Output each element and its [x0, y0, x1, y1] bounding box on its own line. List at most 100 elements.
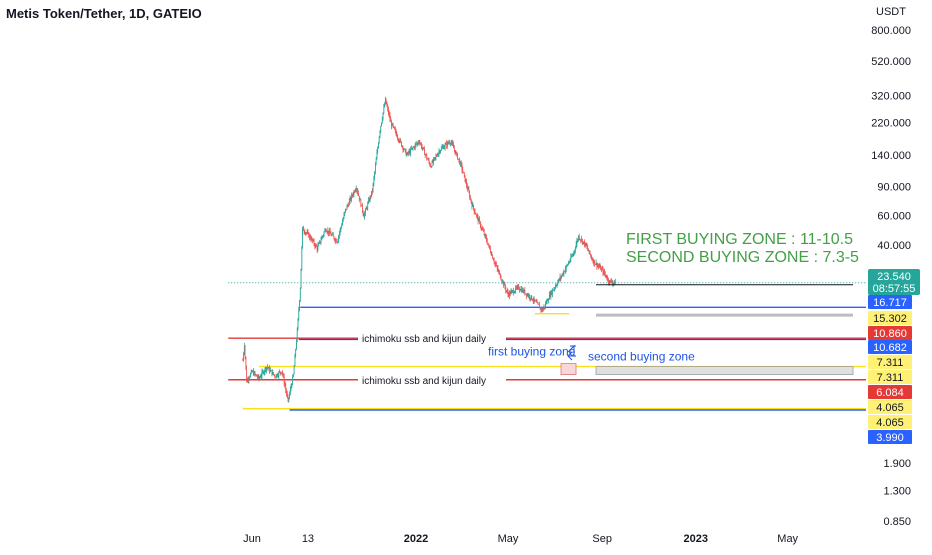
candle-body [437, 155, 438, 157]
candle-body [534, 298, 536, 301]
candle-body [278, 372, 280, 376]
candle-body [453, 148, 455, 151]
candle-body [522, 289, 524, 293]
candle-body [417, 142, 419, 144]
candle-body [384, 104, 385, 108]
candle-body [565, 268, 566, 272]
candle-body [598, 265, 599, 267]
label-bg [358, 373, 506, 386]
y-tick-label: 90.000 [877, 182, 911, 194]
price-badge-label: 3.990 [876, 432, 904, 444]
candle-body [469, 192, 470, 198]
candle-body [373, 177, 375, 184]
price-badge-label: 4.065 [876, 402, 904, 414]
candle-body [258, 375, 260, 379]
candle-body [301, 247, 303, 269]
candle-body [499, 271, 500, 274]
candle-body [519, 288, 520, 290]
candle-body [279, 371, 280, 373]
candle-body [529, 297, 531, 299]
candle-body [510, 291, 512, 295]
candle-body [436, 155, 438, 157]
candle-body [339, 232, 340, 236]
candle-body [447, 142, 449, 144]
candle-body [318, 243, 320, 246]
candle-body [607, 278, 608, 280]
candle-body [604, 271, 605, 274]
candle-body [444, 144, 446, 148]
candle-body [611, 280, 612, 283]
candle-body [603, 271, 605, 274]
candle-body [329, 230, 331, 234]
candle-body [502, 281, 503, 282]
candle-body [299, 288, 301, 301]
candle-body [548, 294, 550, 300]
candle-body [601, 268, 602, 271]
candle-body [457, 158, 459, 160]
ichimoku-label-lower: ichimoku ssb and kijun daily [362, 376, 486, 387]
candle-body [614, 280, 616, 285]
candle-body [558, 279, 559, 282]
candle-body [314, 244, 316, 247]
candle-body [500, 278, 502, 281]
candle-body [490, 252, 492, 255]
candle-body [485, 234, 487, 238]
candle-body [394, 129, 396, 131]
candle-body [576, 240, 578, 245]
candle-body [263, 371, 265, 374]
candle-body [343, 214, 345, 219]
candle-body [420, 143, 421, 144]
candle-body [253, 372, 255, 376]
candle-body [400, 139, 402, 142]
candle-body [424, 148, 425, 155]
y-tick-label: 60.000 [877, 211, 911, 223]
candle-body [344, 211, 346, 215]
candle-body [604, 273, 606, 276]
candle-body [327, 230, 329, 233]
candle-body [521, 288, 523, 293]
candle-body [455, 152, 457, 154]
upper-zone-strip [596, 313, 853, 317]
candle-body [390, 119, 392, 122]
candle-body [376, 152, 378, 160]
candle-body [592, 259, 594, 263]
candle-body [575, 248, 576, 251]
candle-body [535, 301, 537, 303]
price-badge [868, 311, 912, 325]
candle-body [306, 232, 308, 233]
current-price-label: 23.540 [877, 271, 911, 283]
candle-body [302, 227, 304, 231]
candle-body [296, 329, 298, 342]
current-price-badge [868, 269, 920, 295]
candle-body [387, 106, 388, 109]
candle-body [350, 197, 352, 200]
candle-body [525, 293, 526, 295]
candle-body [588, 249, 589, 252]
candle-body [595, 262, 597, 265]
candle-body [365, 208, 367, 210]
candle-body [587, 247, 589, 250]
price-badge-label: 6.084 [876, 387, 904, 399]
candle-body [254, 372, 256, 375]
candle-body [265, 368, 267, 370]
candle-body [610, 280, 612, 282]
candle-body [293, 366, 295, 375]
candle-body [588, 250, 590, 252]
candle-body [432, 161, 434, 163]
y-tick-label: 800.000 [871, 25, 911, 37]
candle-body [297, 318, 299, 330]
candle-body [374, 172, 375, 178]
candle-body [435, 155, 437, 158]
candle-body [439, 151, 441, 153]
y-tick-label: 220.000 [871, 118, 911, 130]
candle-body [594, 260, 595, 265]
candle-body [533, 298, 535, 301]
candle-body [394, 127, 395, 130]
candle-body [286, 390, 287, 395]
candle-body [497, 268, 499, 271]
candle-body [401, 146, 403, 147]
candle-body [363, 214, 365, 218]
